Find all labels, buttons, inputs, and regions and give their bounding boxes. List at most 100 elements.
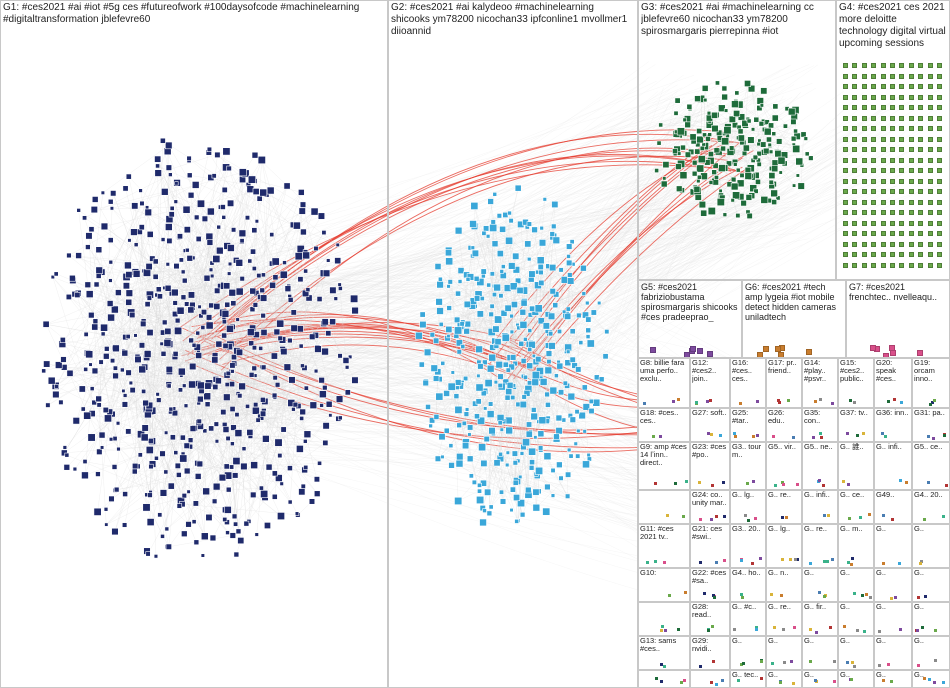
small-cell: G.. bbox=[912, 602, 950, 636]
panel-g1: G1: #ces2021 #ai #iot #5g ces #futureofw… bbox=[0, 0, 388, 688]
small-cell: G.. bbox=[874, 602, 912, 636]
small-cell-label: G.. lg.. bbox=[768, 525, 800, 533]
small-cell-label: G.. lg.. bbox=[732, 491, 764, 499]
small-cell bbox=[638, 490, 690, 524]
small-cell: G.. bbox=[912, 670, 950, 688]
small-cell: G.. re.. bbox=[802, 524, 838, 568]
small-cell: G.. bbox=[912, 568, 950, 602]
small-cell-label: G27: soft.. bbox=[692, 409, 728, 417]
small-cell: G.. bbox=[912, 524, 950, 568]
small-cell: G.. fir.. bbox=[802, 602, 838, 636]
small-cell bbox=[638, 602, 690, 636]
small-cell: G.. ce.. bbox=[838, 490, 874, 524]
small-cell: G4.. ho.. bbox=[730, 568, 766, 602]
small-cell: G.. re.. bbox=[766, 602, 802, 636]
small-cell: G.. lg.. bbox=[766, 524, 802, 568]
small-cell: G10: bbox=[638, 568, 690, 602]
small-cell: G.. bbox=[874, 524, 912, 568]
small-cell-label: G36: inn.. bbox=[876, 409, 910, 417]
small-cell-label: G.. bbox=[840, 603, 872, 611]
small-cell-label: G17: pr.. friend.. bbox=[768, 359, 800, 375]
small-cell: G21: ces #swi.. bbox=[690, 524, 730, 568]
small-cell: G.. bbox=[766, 670, 802, 688]
small-cell-label: G.. bbox=[914, 637, 948, 645]
small-cell: G.. lg.. bbox=[730, 490, 766, 524]
small-cell: G25: #tar.. bbox=[730, 408, 766, 442]
small-cell: G5.. ne.. bbox=[802, 442, 838, 490]
small-cell: G.. re.. bbox=[766, 490, 802, 524]
panel-g6: G6: #ces2021 #tech amp lygeia #iot mobil… bbox=[742, 280, 846, 358]
small-cell-label: G37: tv.. bbox=[840, 409, 872, 417]
small-cell-label: G.. bbox=[804, 671, 836, 679]
small-cell-label: G.. bbox=[876, 569, 910, 577]
small-cell-label: G.. bbox=[914, 569, 948, 577]
small-cell: G.. #c.. bbox=[730, 602, 766, 636]
small-cell: G.. bbox=[874, 636, 912, 670]
small-cell-label: G.. #c.. bbox=[732, 603, 764, 611]
small-cell-label: G29: nvidi.. bbox=[692, 637, 728, 653]
small-cell: G.. bbox=[838, 602, 874, 636]
small-cell-label: G11: #ces 2021 tv.. bbox=[640, 525, 688, 541]
small-cell: G9: amp #ces 14 lʼinn.. direct.. bbox=[638, 442, 690, 490]
panel-g3: G3: #ces2021 #ai #machinelearning cc jbl… bbox=[638, 0, 836, 280]
small-cell: G36: inn.. bbox=[874, 408, 912, 442]
small-cell: G29: nvidi.. bbox=[690, 636, 730, 670]
network-g3 bbox=[639, 1, 835, 279]
small-cell-label: G28: read.. bbox=[692, 603, 728, 619]
small-cell: G.. 誰.. bbox=[838, 442, 874, 490]
small-cell-label: G16: #ces.. ces.. bbox=[732, 359, 764, 383]
panel-g4-label: G4: #ces2021 ces 2021 more deloitte tech… bbox=[839, 2, 947, 50]
small-cell-label: G15: #ces2.. public.. bbox=[840, 359, 872, 383]
panel-g2-label: G2: #ces2021 #ai kalydeoo #machinelearni… bbox=[391, 2, 635, 38]
small-cell: G35: con.. bbox=[802, 408, 838, 442]
small-cell: G.. tec.. bbox=[730, 670, 766, 688]
small-cell-label: G.. bbox=[876, 671, 910, 679]
panel-g7-label: G7: #ces2021 frenchtec.. nvelleaqu.. bbox=[849, 282, 947, 302]
small-cell: G49.. bbox=[874, 490, 912, 524]
small-cell-label: G.. ce.. bbox=[840, 491, 872, 499]
small-cell: G22: #ces #sa.. bbox=[690, 568, 730, 602]
network-g2 bbox=[389, 1, 637, 687]
small-cell-label: G.. bbox=[840, 569, 872, 577]
panel-g5: G5: #ces2021 fabriziobustama spirosmarga… bbox=[638, 280, 742, 358]
small-cell-label: G5.. ce.. bbox=[914, 443, 948, 451]
small-cell-label: G24: co.. unity mar.. bbox=[692, 491, 728, 507]
small-cell-label: G.. bbox=[840, 637, 872, 645]
small-cell: G28: read.. bbox=[690, 602, 730, 636]
small-cell-label: G35: con.. bbox=[804, 409, 836, 425]
small-cell: G.. bbox=[874, 670, 912, 688]
small-cell bbox=[638, 670, 690, 688]
small-cell-label: G.. bbox=[914, 525, 948, 533]
small-cell: G13: sams #ces.. bbox=[638, 636, 690, 670]
small-cell-label: G.. bbox=[840, 671, 872, 679]
small-cell-label: G18: #ces.. ces.. bbox=[640, 409, 688, 425]
small-cell: G20: speak #ces.. bbox=[874, 358, 912, 408]
small-cell-label: G5.. vir.. bbox=[768, 443, 800, 451]
panel-g1-label: G1: #ces2021 #ai #iot #5g ces #futureofw… bbox=[3, 2, 385, 26]
small-cell: G24: co.. unity mar.. bbox=[690, 490, 730, 524]
small-cell-label: G12: #ces2.. join.. bbox=[692, 359, 728, 383]
panel-g5-label: G5: #ces2021 fabriziobustama spirosmarga… bbox=[641, 282, 739, 322]
small-cell-label: G.. fir.. bbox=[804, 603, 836, 611]
small-cell-label: G.. bbox=[804, 569, 836, 577]
small-cell-label: G.. bbox=[876, 603, 910, 611]
small-cell-label: G.. bbox=[768, 637, 800, 645]
small-cell: G11: #ces 2021 tv.. bbox=[638, 524, 690, 568]
small-cell-label: G22: #ces #sa.. bbox=[692, 569, 728, 585]
small-cell: G17: pr.. friend.. bbox=[766, 358, 802, 408]
small-cell-label: G3.. 20.. bbox=[732, 525, 764, 533]
small-cell: G.. bbox=[766, 636, 802, 670]
small-cell-label: G26: edu.. bbox=[768, 409, 800, 425]
small-cell-label: G10: bbox=[640, 569, 688, 577]
small-cell: G37: tv.. bbox=[838, 408, 874, 442]
small-cell: G.. n.. bbox=[766, 568, 802, 602]
small-cell-label: G4.. ho.. bbox=[732, 569, 764, 577]
panel-g6-label: G6: #ces2021 #tech amp lygeia #iot mobil… bbox=[745, 282, 843, 322]
small-cell: G8: billie fara uma perfo.. exclu.. bbox=[638, 358, 690, 408]
small-grid: G8: billie fara uma perfo.. exclu..G12: … bbox=[638, 358, 950, 688]
panel-g4: G4: #ces2021 ces 2021 more deloitte tech… bbox=[836, 0, 950, 280]
small-cell: G.. m.. bbox=[838, 524, 874, 568]
small-cell-label: G31: pa.. bbox=[914, 409, 948, 417]
small-cell-label: G3.. tour m.. bbox=[732, 443, 764, 459]
small-cell-label: G.. m.. bbox=[840, 525, 872, 533]
